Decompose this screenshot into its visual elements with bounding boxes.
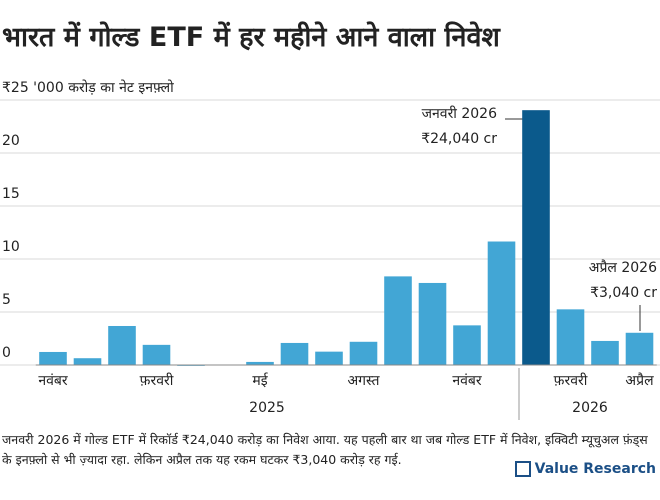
bar bbox=[453, 325, 481, 365]
bar bbox=[73, 358, 102, 365]
x-tick-label: अगस्त bbox=[347, 373, 380, 389]
bar bbox=[108, 325, 136, 365]
x-tick-label: मई bbox=[252, 372, 268, 389]
x-tick-label: अप्रैल bbox=[625, 372, 654, 389]
y-tick-label: 20 bbox=[2, 133, 20, 149]
x-tick-label: फ़रवरी bbox=[554, 372, 588, 389]
bar bbox=[625, 332, 654, 365]
brand: Value Research bbox=[514, 461, 656, 477]
note: जनवरी 2026 में गोल्ड ETF में रिकॉर्ड ₹24… bbox=[2, 432, 648, 467]
year-label: 2025 bbox=[249, 400, 285, 416]
bar bbox=[315, 351, 343, 365]
bar bbox=[418, 282, 447, 365]
annotation-title: जनवरी 2026 bbox=[422, 105, 497, 122]
x-tick-label: नवंबर bbox=[452, 373, 482, 389]
y-tick-label: ₹25 '000 करोड़ का नेट इनफ़्लो bbox=[2, 79, 174, 96]
annotation-text: ₹3,040 cr bbox=[590, 285, 657, 301]
brand-name: Value Research bbox=[534, 461, 656, 477]
bar bbox=[487, 241, 516, 365]
y-tick-label: 10 bbox=[2, 239, 20, 255]
year-label: 2026 bbox=[572, 400, 608, 416]
annotation-title: अप्रैल 2026 bbox=[589, 259, 657, 276]
bar bbox=[522, 110, 550, 366]
bar bbox=[246, 361, 274, 365]
bar bbox=[142, 344, 171, 365]
bar bbox=[556, 309, 585, 365]
bar bbox=[280, 342, 309, 365]
x-tick-label: फ़रवरी bbox=[140, 372, 174, 389]
bar bbox=[384, 276, 412, 365]
y-tick-label: 15 bbox=[2, 186, 20, 202]
chart-title: भारत में गोल्ड ETF में हर महीने आने वाला… bbox=[2, 21, 501, 53]
bar bbox=[39, 351, 67, 365]
brand-icon bbox=[514, 461, 531, 477]
chart: भारत में गोल्ड ETF में हर महीने आने वाला… bbox=[0, 21, 660, 420]
bar bbox=[591, 340, 619, 365]
bar bbox=[349, 341, 378, 365]
x-tick-label: नवंबर bbox=[38, 373, 68, 389]
annotation-text: ₹24,040 cr bbox=[421, 131, 497, 147]
y-tick-label: 0 bbox=[2, 345, 11, 361]
y-tick-label: 5 bbox=[2, 292, 11, 308]
